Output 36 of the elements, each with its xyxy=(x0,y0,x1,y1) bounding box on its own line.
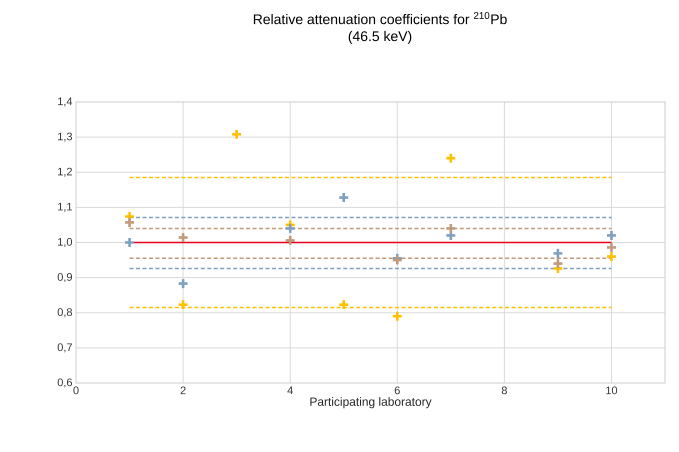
y-tick-label: 1,3 xyxy=(58,132,72,142)
point xyxy=(177,298,189,310)
x-tick-label: 10 xyxy=(606,386,618,394)
point xyxy=(177,278,189,290)
y-tick-label: 0,8 xyxy=(58,308,72,318)
point xyxy=(606,242,618,254)
point xyxy=(392,310,404,322)
y-tick-label: 1,4 xyxy=(58,98,72,106)
point xyxy=(177,232,189,244)
point xyxy=(552,258,564,270)
point xyxy=(606,230,618,242)
point xyxy=(124,216,136,228)
x-axis-title: Participating laboratory xyxy=(310,397,432,408)
y-tick-label: 0,7 xyxy=(58,343,72,352)
point xyxy=(230,128,242,140)
chart-title: Relative attenuation coefficients for $^{210}$Pb xyxy=(254,12,507,24)
y-tick-label: 1,1 xyxy=(58,202,72,212)
chart-subtitle: (46.5 keV) xyxy=(348,30,412,44)
y-tick-label: 1,2 xyxy=(58,168,72,177)
point xyxy=(284,234,296,246)
point xyxy=(552,248,564,260)
y-tick-label: 0,9 xyxy=(58,273,72,282)
point xyxy=(124,236,136,248)
y-tick-label: 0,6 xyxy=(58,378,72,388)
x-tick-label: 8 xyxy=(502,386,507,394)
x-tick-label: 6 xyxy=(394,386,400,394)
y-tick-label: 1,0 xyxy=(58,238,72,248)
point xyxy=(606,250,618,262)
x-tick-label: 0 xyxy=(73,386,79,394)
point xyxy=(445,152,457,164)
x-tick-label: 4 xyxy=(287,386,293,394)
point xyxy=(445,222,457,234)
x-tick-label: 2 xyxy=(180,386,186,394)
point xyxy=(338,192,350,204)
point xyxy=(284,222,296,234)
point xyxy=(338,298,350,310)
